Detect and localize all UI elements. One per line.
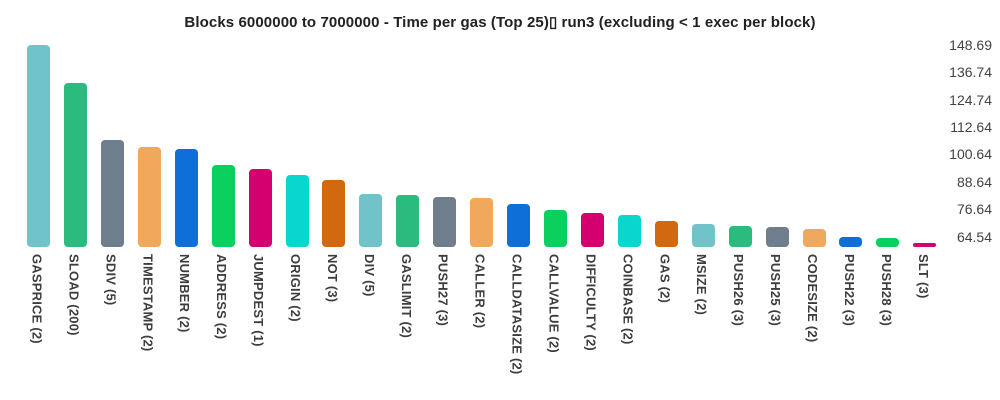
x-axis-category-label: COINBASE (2) [620,254,636,345]
y-axis-tick-label: 124.74 [949,91,992,108]
x-axis-category-label: PUSH22 (3) [841,254,857,327]
chart-bar[interactable] [617,215,641,247]
chart-bar[interactable] [839,236,863,247]
chart-bar[interactable] [248,169,272,247]
chart-bar[interactable] [654,221,678,247]
chart-bar[interactable] [137,147,161,247]
y-axis-tick-label: 100.64 [949,146,992,163]
chart-bar[interactable] [544,209,568,247]
chart-bar[interactable] [728,226,752,247]
y-axis-tick-label: 88.64 [956,173,992,190]
y-axis-tick-label: 76.64 [956,201,992,218]
y-axis-tick-label: 64.54 [956,228,992,245]
chart-bar[interactable] [876,237,900,247]
x-axis-category-label: MSIZE (2) [694,254,710,316]
chart-bar[interactable] [174,149,198,247]
x-axis-category-label: PUSH25 (3) [768,254,784,327]
chart-bar[interactable] [913,242,937,247]
chart-bar[interactable] [580,213,604,247]
chart-bar[interactable] [470,197,494,247]
x-axis-category-label: DIV (5) [361,254,377,297]
x-axis-category-label: GASPRICE (2) [29,254,45,344]
x-axis-category-label: SLT (3) [915,254,931,299]
chart-title: Blocks 6000000 to 7000000 - Time per gas… [184,14,816,31]
chart-bar[interactable] [100,139,124,247]
chart-bar[interactable] [433,196,457,247]
chart-bar[interactable] [691,223,715,247]
x-axis-category-label: NOT (3) [324,254,340,303]
chart-bar[interactable] [359,194,383,247]
x-axis-category-label: CALLER (2) [472,254,488,329]
chart-bar[interactable] [765,226,789,247]
y-axis-tick-label: 148.69 [949,36,992,53]
chart-bar[interactable] [507,203,531,247]
chart-bar[interactable] [802,229,826,247]
y-axis-tick-label: 136.74 [949,64,992,81]
y-axis-tick-label: 112.64 [950,119,992,136]
chart-bar[interactable] [27,44,50,247]
x-axis-category-label: TIMESTAMP (2) [140,254,156,352]
x-axis-category-label: GASLIMIT (2) [398,254,414,339]
x-axis-category-label: SDIV (5) [103,254,119,306]
x-axis-category-label: CALLDATASIZE (2) [509,254,525,375]
x-axis-category-label: NUMBER (2) [177,254,193,333]
chart-bar[interactable] [285,175,309,247]
chart-bar[interactable] [63,82,87,247]
chart-bar[interactable] [211,164,235,247]
x-axis-category-label: GAS (2) [657,254,673,304]
x-axis-category-label: CALLVALUE (2) [546,254,562,353]
chart-bar[interactable] [396,194,420,247]
x-axis-category-label: DIFFICULTY (2) [583,254,599,351]
x-axis-category-label: ORIGIN (2) [288,254,303,322]
x-axis-category-label: PUSH26 (3) [731,254,747,327]
x-axis-category-label: PUSH28 (3) [878,254,894,327]
x-axis-category-label: JUMPDEST (1) [251,254,267,347]
x-axis-category-label: SLOAD (200) [66,254,82,336]
x-axis-category-label: PUSH27 (3) [435,254,451,327]
x-axis-category-label: ADDRESS (2) [214,254,230,340]
chart-bar[interactable] [322,180,346,247]
x-axis-category-label: CODESIZE (2) [805,254,821,343]
